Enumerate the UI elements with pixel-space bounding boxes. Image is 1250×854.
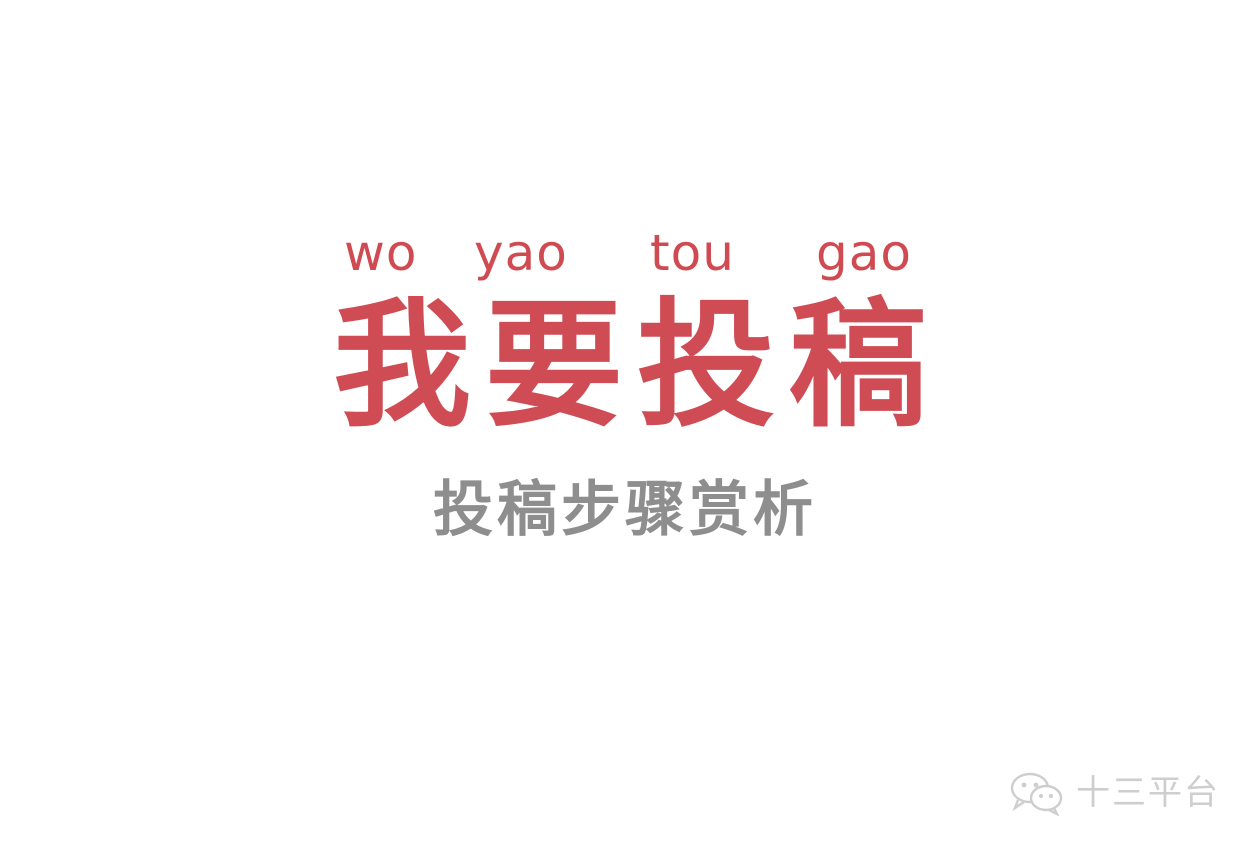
pinyin-tou: tou [650,224,735,282]
pinyin-wo: wo [344,224,418,282]
page-title: 我 要 投 稿 [330,286,930,446]
title-char-gao: 稿 [788,285,927,446]
wechat-icon [1010,772,1063,816]
pinyin-gao: gao [816,224,912,282]
watermark-text: 十三平台 [1076,773,1220,813]
pinyin-row: wo yao tou gao [340,218,920,288]
title-char-tou: 投 [636,285,775,446]
subtitle: 投稿步骤赏析 [433,475,817,545]
watermark: 十三平台 [1008,768,1220,818]
title-char-wo: 我 [332,285,471,446]
pinyin-yao: yao [474,224,568,282]
title-char-yao: 要 [484,285,623,446]
